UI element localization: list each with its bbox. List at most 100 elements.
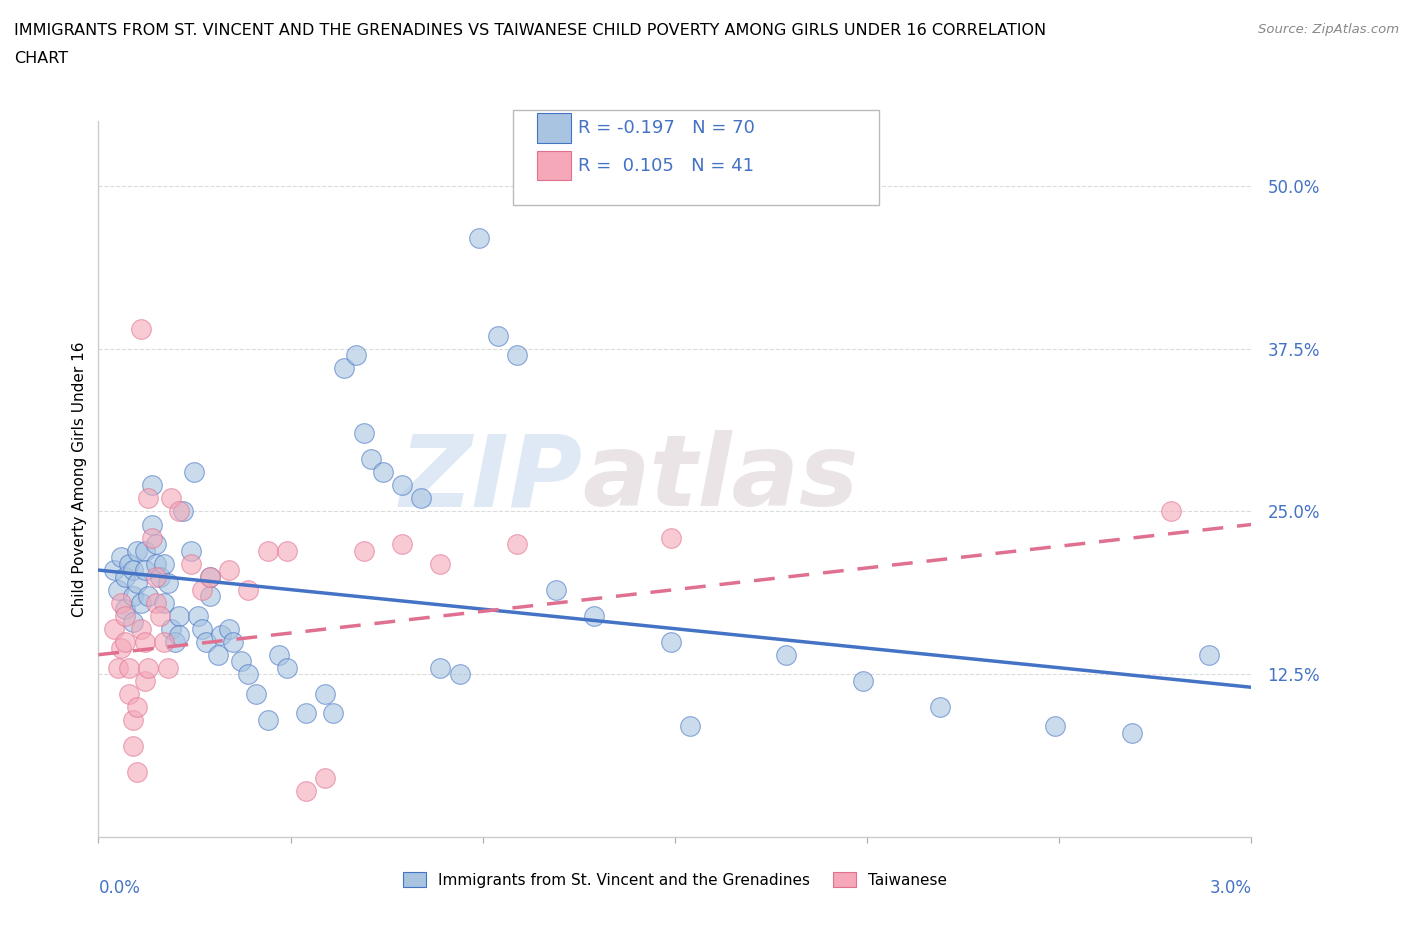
Point	[852, 673, 875, 688]
Y-axis label: Child Poverty Among Girls Under 16: Child Poverty Among Girls Under 16	[72, 341, 87, 617]
Point	[180, 556, 202, 571]
Point	[134, 673, 156, 688]
Point	[160, 491, 183, 506]
Point	[449, 667, 471, 682]
Point	[122, 738, 145, 753]
Point	[118, 660, 141, 675]
Point	[245, 686, 267, 701]
Point	[125, 699, 148, 714]
Point	[118, 686, 141, 701]
Point	[191, 621, 214, 636]
Point	[172, 504, 194, 519]
Text: CHART: CHART	[14, 51, 67, 66]
Point	[1160, 504, 1182, 519]
Point	[129, 621, 152, 636]
Legend: Immigrants from St. Vincent and the Grenadines, Taiwanese: Immigrants from St. Vincent and the Gren…	[396, 866, 953, 894]
Point	[544, 582, 567, 597]
Point	[134, 634, 156, 649]
Point	[110, 641, 132, 656]
Point	[222, 634, 245, 649]
Point	[314, 771, 336, 786]
Point	[152, 556, 174, 571]
Point	[207, 647, 229, 662]
Point	[118, 556, 141, 571]
Point	[141, 530, 163, 545]
Point	[314, 686, 336, 701]
Point	[107, 582, 129, 597]
Point	[353, 543, 375, 558]
Point	[110, 550, 132, 565]
Point	[218, 563, 240, 578]
Point	[295, 784, 318, 799]
Point	[138, 589, 160, 604]
Point	[167, 628, 190, 643]
Point	[129, 322, 152, 337]
Point	[167, 504, 190, 519]
Point	[411, 491, 433, 506]
Point	[122, 589, 145, 604]
Point	[1198, 647, 1220, 662]
Point	[195, 634, 218, 649]
Point	[125, 764, 148, 779]
Point	[107, 660, 129, 675]
Point	[429, 556, 451, 571]
Point	[141, 517, 163, 532]
Point	[391, 537, 413, 551]
Point	[122, 615, 145, 630]
Point	[165, 634, 187, 649]
Text: ZIP: ZIP	[399, 431, 582, 527]
Point	[103, 621, 125, 636]
Point	[276, 543, 298, 558]
Point	[152, 634, 174, 649]
Point	[191, 582, 214, 597]
Point	[134, 563, 156, 578]
Point	[659, 530, 682, 545]
Point	[429, 660, 451, 675]
Point	[183, 465, 205, 480]
Point	[1045, 719, 1067, 734]
Point	[114, 634, 136, 649]
Point	[218, 621, 240, 636]
Point	[129, 595, 152, 610]
Point	[114, 569, 136, 584]
Text: 0.0%: 0.0%	[98, 879, 141, 897]
Point	[344, 348, 367, 363]
Point	[145, 556, 167, 571]
Point	[583, 608, 606, 623]
Text: R =  0.105   N = 41: R = 0.105 N = 41	[578, 156, 754, 175]
Point	[149, 608, 172, 623]
Point	[659, 634, 682, 649]
Point	[198, 589, 221, 604]
Point	[353, 426, 375, 441]
Point	[198, 569, 221, 584]
Point	[145, 595, 167, 610]
Point	[256, 543, 278, 558]
Point	[114, 608, 136, 623]
Point	[256, 712, 278, 727]
Point	[114, 602, 136, 617]
Point	[267, 647, 290, 662]
Text: 3.0%: 3.0%	[1209, 879, 1251, 897]
Point	[156, 660, 179, 675]
Point	[775, 647, 797, 662]
Point	[1121, 725, 1143, 740]
Point	[391, 478, 413, 493]
Point	[929, 699, 952, 714]
Point	[152, 595, 174, 610]
Point	[229, 654, 252, 669]
Point	[134, 543, 156, 558]
Point	[122, 712, 145, 727]
Text: R = -0.197   N = 70: R = -0.197 N = 70	[578, 119, 755, 138]
Point	[141, 478, 163, 493]
Point	[333, 361, 356, 376]
Point	[506, 537, 529, 551]
Point	[138, 491, 160, 506]
Point	[238, 667, 260, 682]
Point	[160, 621, 183, 636]
Point	[468, 231, 491, 246]
Text: IMMIGRANTS FROM ST. VINCENT AND THE GRENADINES VS TAIWANESE CHILD POVERTY AMONG : IMMIGRANTS FROM ST. VINCENT AND THE GREN…	[14, 23, 1046, 38]
Point	[506, 348, 529, 363]
Point	[122, 563, 145, 578]
Point	[322, 706, 344, 721]
Point	[198, 569, 221, 584]
